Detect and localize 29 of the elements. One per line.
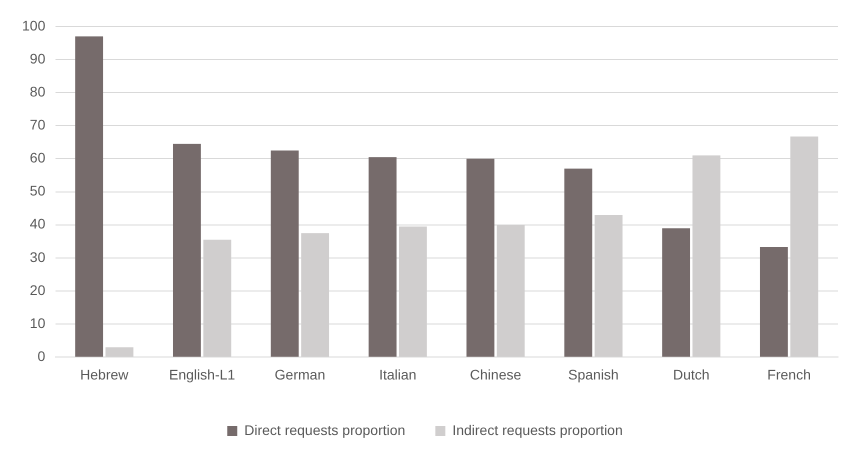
legend-label: Direct requests proportion [244, 422, 406, 438]
y-tick-label: 20 [30, 282, 46, 298]
y-tick-label: 40 [30, 216, 46, 232]
bar [172, 144, 201, 357]
x-tick-label: Italian [379, 366, 416, 382]
x-tick-label: Spanish [568, 366, 619, 382]
bar [760, 247, 788, 357]
bar [662, 228, 690, 357]
x-tick-label: Chinese [470, 366, 522, 382]
y-tick-label: 60 [30, 150, 46, 166]
bar [564, 168, 592, 357]
y-tick-label: 50 [30, 182, 46, 199]
x-tick-label: German [274, 366, 326, 382]
y-tick-label: 90 [30, 50, 46, 66]
y-tick-label: 30 [30, 248, 46, 265]
bar [75, 36, 104, 357]
bar [270, 150, 299, 357]
legend-label: Indirect requests proportion [452, 422, 623, 438]
x-tick-label: French [767, 366, 811, 382]
y-tick-label: 70 [30, 116, 46, 132]
bar [368, 157, 397, 357]
x-tick-label: English-L1 [169, 366, 236, 382]
y-tick-label: 80 [30, 83, 46, 100]
x-tick-label: Hebrew [80, 366, 130, 382]
bar [466, 158, 494, 357]
y-tick-label: 0 [38, 348, 46, 364]
y-tick-label: 100 [22, 17, 46, 34]
x-tick-label: Dutch [672, 366, 710, 382]
y-tick-label: 10 [30, 314, 46, 331]
